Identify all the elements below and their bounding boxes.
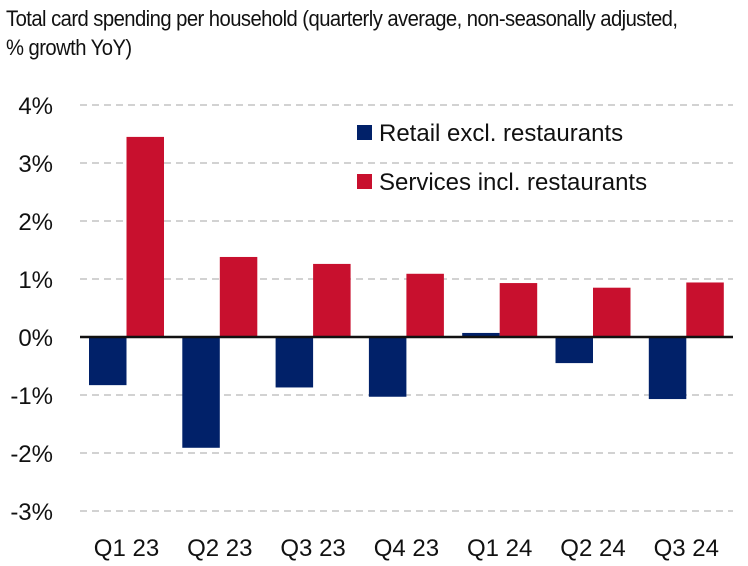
bars <box>89 136 724 448</box>
x-tick-label: Q1 24 <box>467 535 532 562</box>
legend: Retail excl. restaurants Services incl. r… <box>357 120 647 196</box>
x-axis-ticks: Q1 23 Q2 23 Q3 23 Q4 23 Q1 24 Q2 24 Q3 24 <box>94 535 719 562</box>
bar-services <box>313 263 351 337</box>
x-tick-label: Q3 24 <box>654 535 719 562</box>
x-tick-label: Q2 23 <box>187 535 252 562</box>
bar-retail <box>89 337 127 386</box>
y-tick-label: 3% <box>18 151 53 178</box>
bar-services <box>219 256 258 337</box>
bar-retail <box>462 332 500 337</box>
bar-retail <box>555 337 593 364</box>
bar-services <box>406 273 444 337</box>
legend-label: Services incl. restaurants <box>379 169 647 196</box>
chart-title: Total card spending per household (quart… <box>6 6 678 60</box>
legend-swatch <box>357 125 372 140</box>
y-tick-label: 1% <box>18 267 53 294</box>
bar-services <box>686 282 724 337</box>
y-tick-label: -2% <box>10 441 53 468</box>
x-tick-label: Q3 23 <box>280 535 345 562</box>
bar-retail <box>275 337 314 388</box>
y-tick-label: -3% <box>10 499 53 526</box>
y-tick-label: 2% <box>18 209 53 236</box>
bar-retail <box>182 337 220 448</box>
bar-retail <box>368 337 407 397</box>
y-tick-label: 0% <box>18 325 53 352</box>
x-tick-label: Q4 23 <box>374 535 439 562</box>
legend-label: Retail excl. restaurants <box>379 120 623 147</box>
bar-services <box>126 136 164 337</box>
x-tick-label: Q1 23 <box>94 535 159 562</box>
x-tick-label: Q2 24 <box>560 535 625 562</box>
y-tick-label: -1% <box>10 383 53 410</box>
y-axis-ticks: 4% 3% 2% 1% 0% -1% -2% -3% <box>10 93 53 526</box>
legend-swatch <box>357 174 372 189</box>
bar-retail <box>648 337 687 400</box>
y-tick-label: 4% <box>18 93 53 120</box>
bar-services <box>593 287 631 337</box>
bar-services <box>499 283 538 337</box>
